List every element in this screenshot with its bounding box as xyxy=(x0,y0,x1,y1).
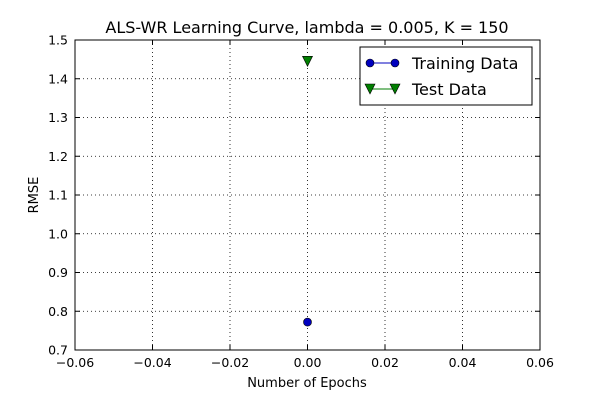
y-axis-label: RMSE xyxy=(27,177,42,214)
x-tick-label: 0.06 xyxy=(526,355,554,370)
y-tick-label: 0.8 xyxy=(48,304,68,319)
y-tick-label: 1.0 xyxy=(48,226,68,241)
y-tick-label: 1.2 xyxy=(48,149,68,164)
x-tick-label: −0.02 xyxy=(211,355,249,370)
x-tick-label: 0.00 xyxy=(294,355,322,370)
x-tick-label: 0.02 xyxy=(371,355,399,370)
legend-label: Training Data xyxy=(411,54,518,73)
y-tick-label: 1.1 xyxy=(48,188,68,203)
legend-marker-end xyxy=(391,59,399,67)
chart-title: ALS-WR Learning Curve, lambda = 0.005, K… xyxy=(105,18,508,37)
y-tick-label: 0.7 xyxy=(48,343,68,358)
legend: Training Data Test Data xyxy=(360,47,532,105)
legend-marker-start xyxy=(366,59,374,67)
data-point xyxy=(304,318,312,326)
x-axis-label: Number of Epochs xyxy=(247,376,367,391)
y-tick-label: 1.4 xyxy=(48,71,68,86)
legend-label: Test Data xyxy=(411,80,487,99)
x-tick-label: −0.04 xyxy=(133,355,171,370)
y-tick-label: 1.5 xyxy=(48,33,68,48)
x-tick-label: 0.04 xyxy=(449,355,477,370)
y-tick-label: 1.3 xyxy=(48,110,68,125)
data-point xyxy=(303,56,313,66)
y-tick-label: 0.9 xyxy=(48,265,68,280)
